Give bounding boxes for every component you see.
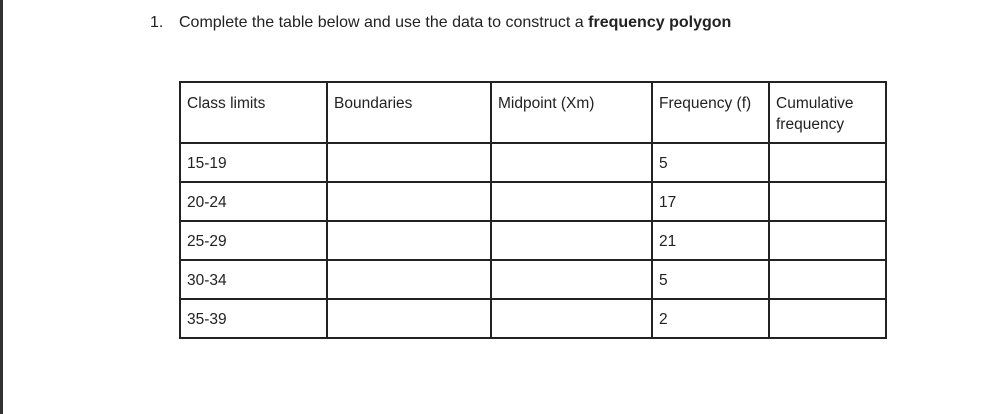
table-row: 30-34 5 bbox=[179, 259, 887, 300]
cell-frequency: 5 bbox=[651, 259, 770, 300]
table-row: 25-29 21 bbox=[179, 220, 887, 261]
cell-boundaries[interactable] bbox=[326, 259, 492, 300]
window-left-border bbox=[0, 0, 3, 414]
cell-midpoint[interactable] bbox=[490, 298, 653, 339]
cell-frequency: 21 bbox=[651, 220, 770, 261]
cell-cumulative-frequency[interactable] bbox=[768, 259, 887, 300]
cell-class-limits: 30-34 bbox=[179, 259, 328, 300]
cell-midpoint[interactable] bbox=[490, 259, 653, 300]
header-cumulative-frequency: Cumulative frequency bbox=[768, 81, 887, 144]
cell-midpoint[interactable] bbox=[490, 181, 653, 222]
table-header-row: Class limits Boundaries Midpoint (Xm) Fr… bbox=[179, 81, 887, 144]
cell-class-limits: 35-39 bbox=[179, 298, 328, 339]
table-row: 20-24 17 bbox=[179, 181, 887, 222]
table-row: 35-39 2 bbox=[179, 298, 887, 339]
cell-frequency: 17 bbox=[651, 181, 770, 222]
cell-boundaries[interactable] bbox=[326, 220, 492, 261]
cell-midpoint[interactable] bbox=[490, 142, 653, 183]
cell-boundaries[interactable] bbox=[326, 142, 492, 183]
header-class-limits: Class limits bbox=[179, 81, 328, 144]
cell-cumulative-frequency[interactable] bbox=[768, 181, 887, 222]
cell-class-limits: 20-24 bbox=[179, 181, 328, 222]
cell-boundaries[interactable] bbox=[326, 298, 492, 339]
cell-cumulative-frequency[interactable] bbox=[768, 298, 887, 339]
question-text: Complete the table below and use the dat… bbox=[179, 14, 731, 32]
cell-cumulative-frequency[interactable] bbox=[768, 220, 887, 261]
header-midpoint: Midpoint (Xm) bbox=[490, 81, 653, 144]
cell-midpoint[interactable] bbox=[490, 220, 653, 261]
cell-frequency: 5 bbox=[651, 142, 770, 183]
question-emphasis: frequency polygon bbox=[588, 14, 732, 31]
cell-cumulative-frequency[interactable] bbox=[768, 142, 887, 183]
table-row: 15-19 5 bbox=[179, 142, 887, 183]
question-body: Complete the table below and use the dat… bbox=[179, 14, 589, 31]
question-number: 1. bbox=[150, 14, 164, 31]
cell-frequency: 2 bbox=[651, 298, 770, 339]
cell-class-limits: 25-29 bbox=[179, 220, 328, 261]
frequency-table: Class limits Boundaries Midpoint (Xm) Fr… bbox=[179, 81, 887, 339]
header-frequency: Frequency (f) bbox=[651, 81, 770, 144]
cell-boundaries[interactable] bbox=[326, 181, 492, 222]
cell-class-limits: 15-19 bbox=[179, 142, 328, 183]
header-boundaries: Boundaries bbox=[326, 81, 492, 144]
